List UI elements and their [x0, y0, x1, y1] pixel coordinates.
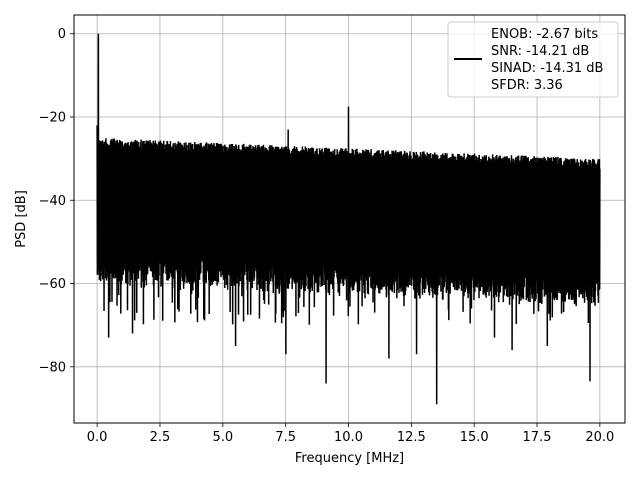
y-tick-label: −40	[39, 194, 66, 209]
legend-entry-snr: SNR: -14.21 dB	[491, 44, 589, 59]
y-tick-label: −60	[39, 277, 66, 292]
x-tick-label: 15.0	[460, 430, 489, 445]
legend-entry-sinad: SINAD: -14.31 dB	[491, 61, 603, 76]
y-tick-label: −80	[39, 360, 66, 375]
x-axis-label: Frequency [MHz]	[295, 451, 404, 466]
legend-entry-enob: ENOB: -2.67 bits	[491, 27, 598, 42]
y-tick-label: −20	[39, 111, 66, 126]
legend: ENOB: -2.67 bits SNR: -14.21 dB SINAD: -…	[447, 21, 619, 98]
x-tick-label: 17.5	[523, 430, 552, 445]
psd-series-line	[96, 33, 601, 405]
legend-box	[447, 21, 619, 98]
x-tick-label: 7.5	[275, 430, 296, 445]
y-tick-label: 0	[58, 27, 66, 42]
y-axis-label: PSD [dB]	[14, 190, 29, 248]
x-tick-label: 2.5	[150, 430, 171, 445]
x-tick-label: 20.0	[585, 430, 614, 445]
axes-frame	[73, 14, 626, 424]
x-tick-label: 12.5	[397, 430, 426, 445]
x-tick-label: 10.0	[334, 430, 363, 445]
y-axis: 0 −20 −40 −60 −80	[39, 27, 74, 375]
x-tick-label: 5.0	[212, 430, 233, 445]
x-tick-label: 0.0	[87, 430, 108, 445]
legend-entry-sfdr: SFDR: 3.36	[491, 78, 563, 93]
x-axis: 0.0 2.5 5.0 7.5 10.0 12.5 15.0 17.5 20.0	[87, 423, 614, 445]
plot-area	[96, 33, 601, 405]
